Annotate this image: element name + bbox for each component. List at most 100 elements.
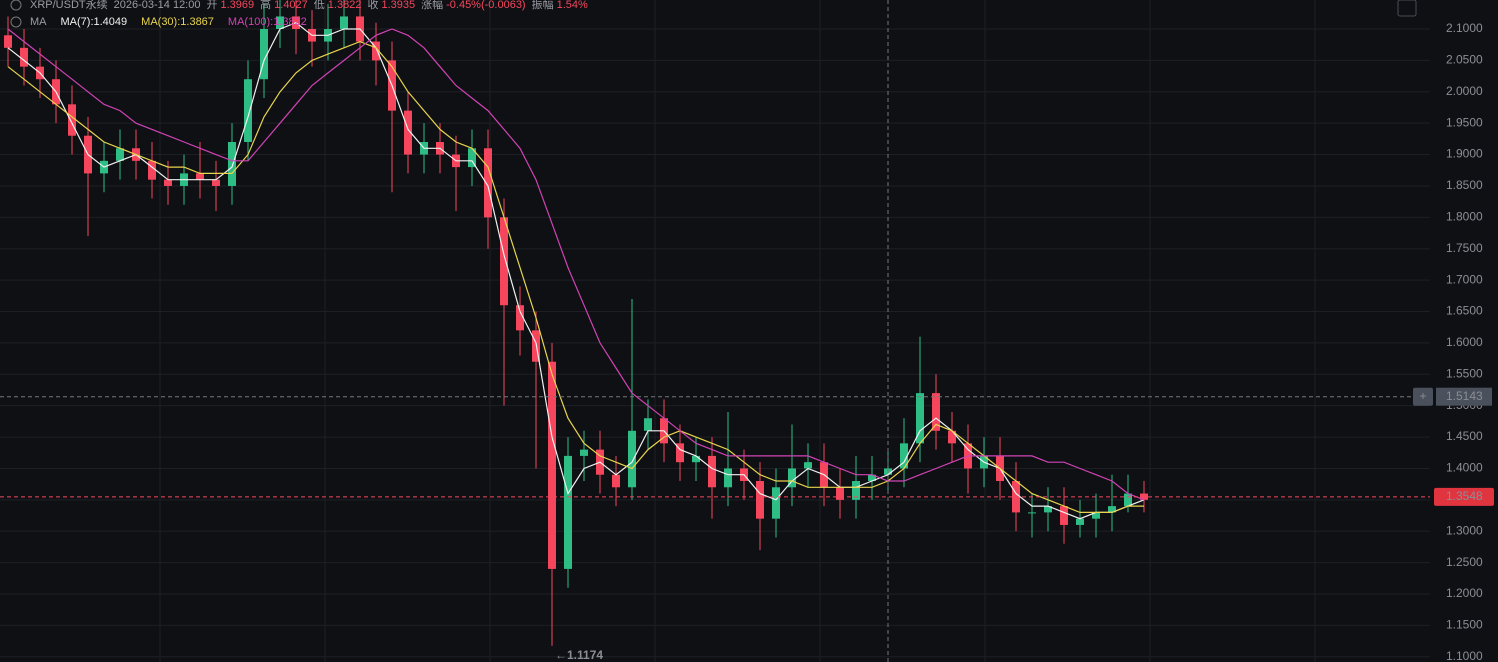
candle-body	[484, 148, 492, 218]
candle-body	[932, 393, 940, 431]
y-tick-label: 1.5500	[1446, 366, 1483, 380]
candle-body	[836, 487, 844, 500]
legend-entry: MA(30):1.3867	[141, 16, 214, 28]
candle-body	[628, 430, 636, 488]
crosshair-button	[1413, 387, 1433, 406]
ohlc-value: 1.54%	[557, 0, 588, 11]
ohlc-label: 高	[260, 0, 271, 11]
candle-body	[1124, 493, 1132, 507]
candle-body	[772, 487, 780, 519]
candle-body	[20, 47, 28, 67]
low-arrow: ←	[555, 648, 567, 662]
y-tick-label: 1.6500	[1446, 304, 1483, 318]
candle-body	[68, 104, 76, 136]
y-tick-label: 1.2000	[1446, 586, 1483, 600]
candle-body	[564, 455, 572, 569]
candle-body	[1092, 512, 1100, 519]
y-tick-label: 1.7500	[1446, 241, 1483, 255]
y-tick-label: 1.7000	[1446, 272, 1483, 286]
candle-body	[148, 160, 156, 180]
ma-line	[7, 22, 1145, 520]
y-tick-label: 1.1500	[1446, 618, 1483, 632]
y-tick-label: 1.6000	[1446, 335, 1483, 349]
candle-body	[212, 179, 220, 186]
y-tick-label: 1.8000	[1446, 210, 1483, 224]
legend-entry: MA(7):1.4049	[61, 16, 128, 28]
candle-body	[692, 455, 700, 463]
candle-body	[1044, 506, 1052, 513]
candle-body	[916, 393, 924, 444]
candle-body	[500, 217, 508, 306]
ohlc-value: 1.3935	[381, 0, 415, 11]
vertical-grid	[159, 0, 1316, 662]
y-tick-label: 1.9000	[1446, 147, 1483, 161]
candle-body	[676, 443, 684, 463]
candle-body	[868, 474, 876, 482]
candle-body	[644, 418, 652, 431]
candle-body	[244, 79, 252, 143]
candle-body	[1028, 512, 1036, 514]
candle-body	[164, 179, 172, 186]
candle-body	[116, 148, 124, 161]
y-tick-label: 1.2500	[1446, 555, 1483, 569]
candle-body	[404, 110, 412, 155]
candle-body	[260, 29, 268, 80]
indicator-name: MA	[30, 16, 47, 28]
crosshair-label: 1.5143	[1446, 389, 1483, 403]
time: 2026-03-14 12:00	[114, 0, 201, 11]
candle-body	[612, 474, 620, 488]
y-tick-label: 1.3000	[1446, 523, 1483, 537]
y-tick-label: 2.0000	[1446, 84, 1483, 98]
y-tick-label: 2.1000	[1446, 21, 1483, 35]
fullscreen-icon[interactable]	[1397, 0, 1417, 17]
symbol: XRP/USDT永续	[30, 0, 108, 11]
last-price-label: 1.3548	[1446, 489, 1483, 503]
y-tick-label: 1.4500	[1446, 429, 1483, 443]
y-tick-label: 1.8500	[1446, 178, 1483, 192]
ohlc-label: 振幅	[532, 0, 554, 11]
candle-body	[468, 148, 476, 168]
candle-body	[804, 462, 812, 469]
candle-body	[228, 142, 236, 186]
low-marker-label: 1.1174	[567, 648, 603, 662]
candle-body	[788, 468, 796, 488]
crosshair-plus: +	[1419, 389, 1426, 403]
candle-body	[4, 35, 12, 48]
ohlc-value: -0.45%(-0.0063)	[446, 0, 526, 11]
candle-body	[580, 449, 588, 456]
crosshair-label-bg	[1436, 387, 1492, 406]
y-tick-label: 1.4000	[1446, 461, 1483, 475]
candle-body	[516, 305, 524, 331]
y-tick-label: 1.9500	[1446, 115, 1483, 129]
ohlc-label: 低	[314, 0, 325, 11]
candle-body	[1108, 506, 1116, 513]
price-axis	[1430, 0, 1498, 662]
candle-body	[948, 430, 956, 444]
candle-body	[548, 361, 556, 569]
y-tick-label: 2.0500	[1446, 53, 1483, 67]
ohlc-label: 涨幅	[421, 0, 443, 11]
candle-body	[1060, 506, 1068, 525]
last-price-bg	[1434, 487, 1494, 506]
ohlc-label: 收	[367, 0, 378, 11]
candle-body	[852, 481, 860, 500]
legend-entry: MA(100):1.3822	[228, 16, 307, 28]
ma-line	[7, 28, 1145, 501]
ohlc-value: 1.3969	[220, 0, 254, 11]
collapse-icon	[10, 0, 22, 11]
candle-body	[724, 468, 732, 488]
ohlc-value: 1.3822	[328, 0, 362, 11]
ma-legend: MA MA(7):1.4049 MA(30):1.3867 MA(100):1.382…	[30, 16, 307, 28]
candle-body	[196, 173, 204, 180]
ohlc-label: 开	[206, 0, 217, 11]
candle-body	[372, 41, 380, 61]
candle-body	[756, 481, 764, 519]
header-line: XRP/USDT永续 2026-03-14 12:00 开 1.3969 高 1.4027…	[30, 0, 588, 11]
ma-collapse-icon	[10, 16, 22, 28]
ma-line	[7, 40, 1144, 513]
candle-body	[708, 455, 716, 488]
ohlc-value: 1.4027	[274, 0, 308, 11]
candle-body	[1076, 518, 1084, 525]
